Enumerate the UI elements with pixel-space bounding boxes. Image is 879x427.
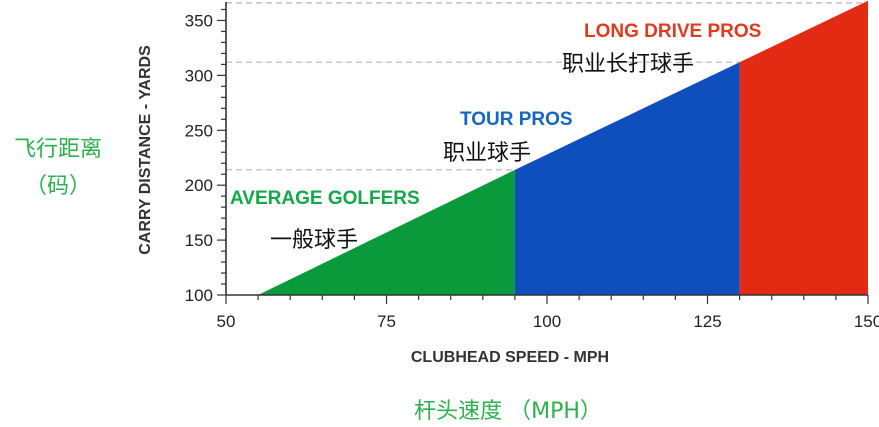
area-tour-pros bbox=[514, 62, 740, 296]
region-label-average-golfers-cn: 一般球手 bbox=[270, 228, 358, 253]
region-label-tour-pros-cn: 职业球手 bbox=[443, 141, 531, 166]
x-axis-title-cn: 杆头速度 （MPH） bbox=[414, 399, 602, 424]
x-tick-label: 100 bbox=[533, 312, 561, 331]
region-label-tour-pros: TOUR PROS bbox=[460, 109, 573, 130]
region-label-long-drive-pros: LONG DRIVE PROS bbox=[584, 21, 761, 42]
y-tick-label: 150 bbox=[185, 231, 213, 250]
x-tick-label: 125 bbox=[693, 312, 721, 331]
y-axis-title: CARRY DISTANCE - YARDS bbox=[137, 45, 154, 255]
area-layer bbox=[258, 0, 868, 296]
area-average-golfers bbox=[258, 169, 515, 295]
region-label-long-drive-pros-cn: 职业长打球手 bbox=[562, 52, 694, 77]
y-tick-label: 300 bbox=[185, 66, 213, 85]
y-tick-label: 200 bbox=[185, 176, 213, 195]
x-tick-label: 50 bbox=[217, 312, 236, 331]
area-long-drive-pros bbox=[739, 0, 868, 296]
axis-layer bbox=[217, 2, 869, 304]
y-axis-title-cn-line1: 飞行距离 bbox=[14, 137, 102, 162]
region-label-average-golfers: AVERAGE GOLFERS bbox=[230, 188, 420, 209]
y-tick-label: 250 bbox=[185, 121, 213, 140]
y-axis-title-cn-line2: （码） bbox=[25, 174, 91, 199]
x-tick-label: 150 bbox=[854, 312, 879, 331]
x-tick-label: 75 bbox=[377, 312, 396, 331]
tick-layer: 50 75 100 125 150 100 150 200 250 300 350 bbox=[185, 11, 879, 331]
y-tick-label: 350 bbox=[185, 11, 213, 30]
x-axis-title: CLUBHEAD SPEED - MPH bbox=[411, 349, 609, 366]
y-tick-label: 100 bbox=[185, 286, 213, 305]
